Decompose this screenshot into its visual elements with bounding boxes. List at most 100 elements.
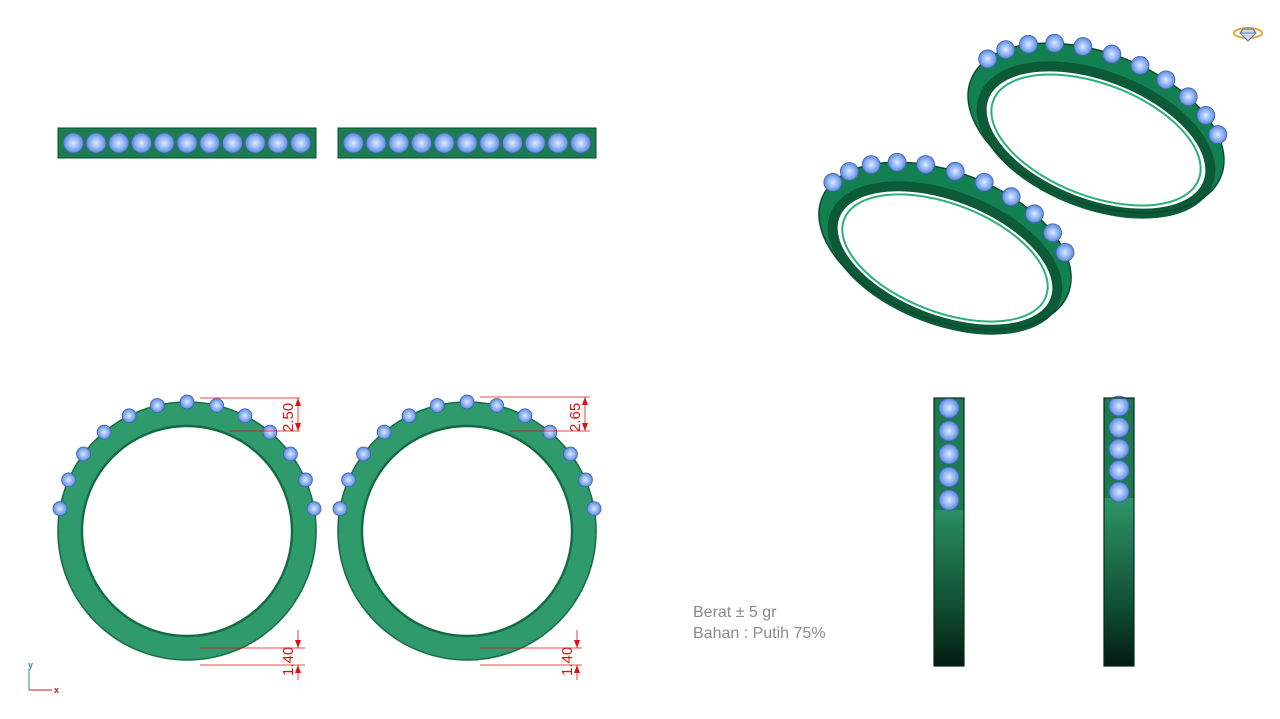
dimension-label: 2.65 [567, 403, 584, 432]
stone [283, 446, 298, 462]
stone [570, 132, 592, 154]
stone [176, 132, 198, 154]
front-view-ring-2 [332, 394, 602, 661]
stone [861, 155, 881, 175]
stone [1001, 187, 1021, 207]
stone [938, 443, 960, 465]
stone [1043, 223, 1063, 243]
stone [1055, 243, 1075, 262]
material-note: Bahan : Putih 75% [693, 625, 826, 642]
stone [916, 155, 935, 174]
stone [149, 398, 165, 413]
dimension-band-thickness-ring-2: 1.40 [480, 630, 582, 680]
stone [76, 446, 91, 462]
side-view-ring-2 [1103, 395, 1135, 667]
stone [237, 408, 253, 424]
dimension-stone-height-ring-1: 2.50 [200, 397, 301, 432]
dimension-label: 2.50 [280, 403, 297, 432]
side-view-ring-1 [933, 397, 965, 667]
stone [199, 132, 221, 154]
stone [1178, 87, 1198, 107]
stone [938, 466, 960, 488]
stone [974, 172, 994, 192]
stone [262, 424, 278, 440]
stone [542, 424, 558, 440]
stone [298, 472, 313, 488]
stone [489, 398, 505, 413]
stone [1108, 481, 1130, 503]
stone [1108, 460, 1130, 481]
stone [388, 132, 410, 154]
stone [938, 420, 960, 442]
stone [62, 132, 84, 154]
stone [244, 132, 266, 154]
stone [938, 489, 960, 511]
stone [945, 161, 965, 181]
stone [61, 472, 76, 488]
stone [459, 394, 475, 410]
stone [341, 472, 356, 488]
stone [547, 132, 569, 154]
dimension-label: 1.40 [559, 647, 576, 676]
stone [85, 132, 107, 154]
stone [108, 132, 130, 154]
stone [1019, 34, 1038, 54]
dimension-band-thickness-ring-1: 1.40 [200, 630, 305, 680]
stone [1108, 395, 1130, 417]
front-view-ring-1 [52, 394, 322, 661]
stone [839, 162, 859, 181]
stone [1045, 33, 1065, 53]
diamond-ring-icon [1233, 27, 1263, 42]
stone [429, 398, 445, 413]
stone [1108, 438, 1130, 460]
stone [342, 132, 364, 154]
dimension-label: 1.40 [280, 647, 297, 676]
stone [96, 424, 112, 440]
stone [356, 446, 371, 462]
stone [586, 501, 602, 516]
stone [1024, 204, 1044, 224]
stone [938, 397, 960, 419]
perspective-ring-back [967, 33, 1228, 219]
stone [524, 132, 546, 154]
stone [978, 49, 998, 69]
stone [131, 132, 152, 154]
stone [823, 173, 843, 192]
stone [376, 424, 392, 440]
stone [1102, 44, 1122, 64]
stone [887, 152, 907, 172]
stone [456, 132, 478, 154]
axis-y-label: y [28, 660, 33, 670]
top-view-ring-1 [57, 127, 317, 159]
stone [306, 501, 322, 516]
stone [563, 446, 578, 462]
stone [267, 132, 289, 154]
stone [502, 132, 523, 154]
stone [365, 132, 387, 154]
stone [411, 132, 432, 154]
stone [153, 132, 175, 154]
stone [290, 132, 312, 154]
top-view-ring-2 [337, 127, 597, 159]
dimension-stone-height-ring-2: 2.65 [480, 396, 590, 432]
stone [401, 408, 417, 424]
stone [209, 398, 225, 413]
perspective-ring-front [818, 152, 1075, 335]
stone [332, 501, 348, 516]
stone [517, 408, 533, 424]
stone [222, 132, 243, 154]
stone [52, 501, 68, 516]
stone [1208, 125, 1228, 144]
stone [1130, 55, 1150, 75]
stone [479, 132, 501, 154]
stone [578, 472, 593, 488]
stone [121, 408, 137, 424]
stone [1156, 70, 1176, 90]
axis-x-label: x [54, 685, 59, 695]
axis-indicator: y x [28, 660, 59, 695]
stone [996, 40, 1016, 59]
stone [1108, 417, 1130, 438]
weight-note: Berat ± 5 gr [693, 604, 777, 621]
stone [179, 394, 195, 410]
